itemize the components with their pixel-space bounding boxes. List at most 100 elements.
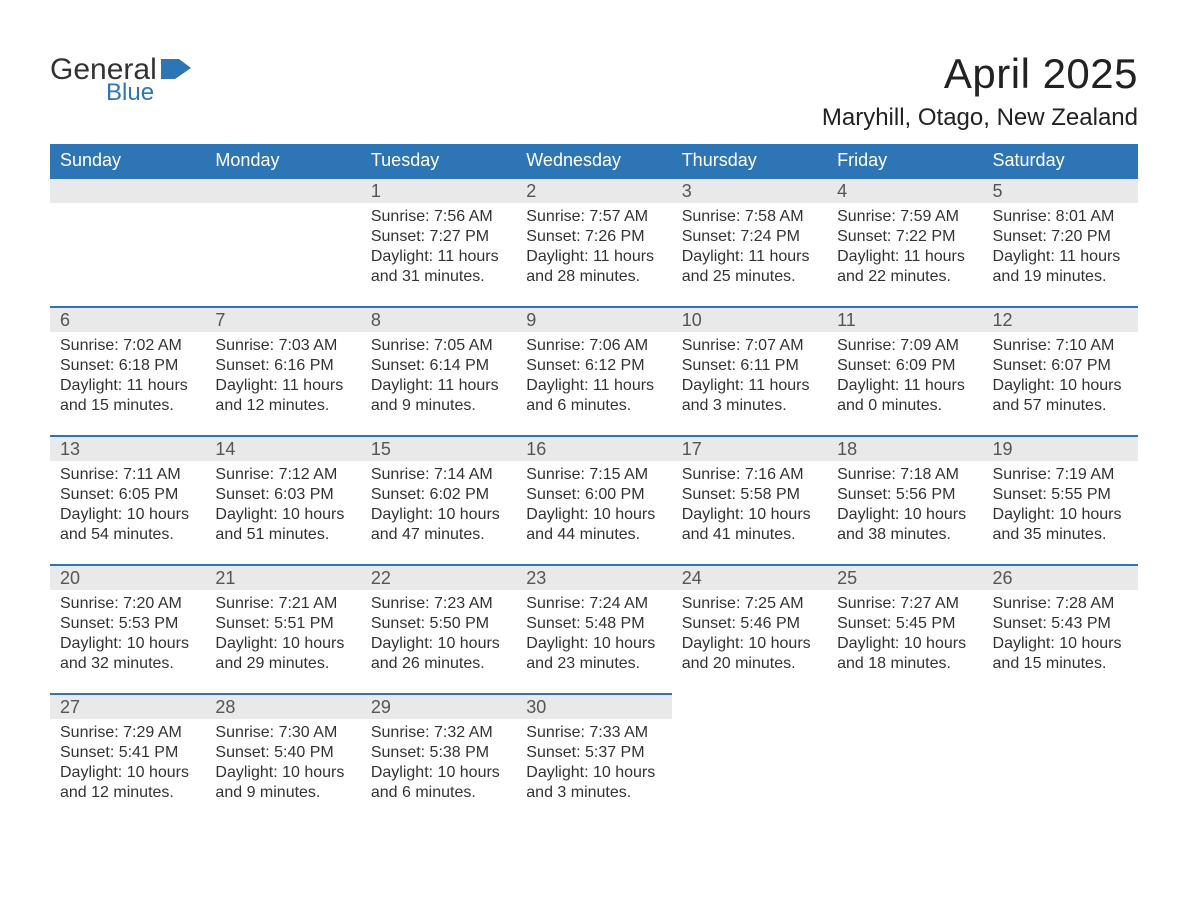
day-content-cell: Sunrise: 7:33 AMSunset: 5:37 PMDaylight:… (516, 719, 671, 823)
sunrise-text: Sunrise: 7:09 AM (837, 336, 972, 356)
sunset-text: Sunset: 5:43 PM (993, 614, 1128, 634)
daylight-text: Daylight: 10 hours and 3 minutes. (526, 763, 661, 803)
weekday-header: Monday (205, 144, 360, 178)
day-number-cell: 25 (827, 565, 982, 590)
day-number-cell: 19 (983, 436, 1138, 461)
daylight-text: Daylight: 10 hours and 32 minutes. (60, 634, 195, 674)
day-content-cell: Sunrise: 7:57 AMSunset: 7:26 PMDaylight:… (516, 203, 671, 307)
sunset-text: Sunset: 6:14 PM (371, 356, 506, 376)
day-number-row: 20212223242526 (50, 565, 1138, 590)
calendar-table: SundayMondayTuesdayWednesdayThursdayFrid… (50, 144, 1138, 823)
sunrise-text: Sunrise: 7:06 AM (526, 336, 661, 356)
daylight-text: Daylight: 11 hours and 31 minutes. (371, 247, 506, 287)
day-content-row: Sunrise: 7:11 AMSunset: 6:05 PMDaylight:… (50, 461, 1138, 565)
day-number-cell: 20 (50, 565, 205, 590)
day-content-row: Sunrise: 7:56 AMSunset: 7:27 PMDaylight:… (50, 203, 1138, 307)
daylight-text: Daylight: 10 hours and 23 minutes. (526, 634, 661, 674)
day-number-cell: 3 (672, 178, 827, 203)
sunset-text: Sunset: 5:45 PM (837, 614, 972, 634)
day-content-cell: Sunrise: 7:19 AMSunset: 5:55 PMDaylight:… (983, 461, 1138, 565)
day-number-cell: 14 (205, 436, 360, 461)
weekday-header: Thursday (672, 144, 827, 178)
day-content-cell: Sunrise: 7:10 AMSunset: 6:07 PMDaylight:… (983, 332, 1138, 436)
day-number-cell (827, 694, 982, 719)
day-number-cell: 4 (827, 178, 982, 203)
day-content-cell: Sunrise: 7:23 AMSunset: 5:50 PMDaylight:… (361, 590, 516, 694)
day-number-cell: 28 (205, 694, 360, 719)
day-number-cell: 22 (361, 565, 516, 590)
sunrise-text: Sunrise: 7:33 AM (526, 723, 661, 743)
title-block: April 2025 Maryhill, Otago, New Zealand (822, 50, 1138, 132)
weekday-header: Friday (827, 144, 982, 178)
sunrise-text: Sunrise: 7:29 AM (60, 723, 195, 743)
day-number-cell: 18 (827, 436, 982, 461)
day-number-cell: 13 (50, 436, 205, 461)
day-content-cell: Sunrise: 7:05 AMSunset: 6:14 PMDaylight:… (361, 332, 516, 436)
day-content-row: Sunrise: 7:02 AMSunset: 6:18 PMDaylight:… (50, 332, 1138, 436)
daylight-text: Daylight: 10 hours and 38 minutes. (837, 505, 972, 545)
daylight-text: Daylight: 11 hours and 15 minutes. (60, 376, 195, 416)
day-number-cell: 10 (672, 307, 827, 332)
sunrise-text: Sunrise: 7:12 AM (215, 465, 350, 485)
sunset-text: Sunset: 5:50 PM (371, 614, 506, 634)
sunrise-text: Sunrise: 7:32 AM (371, 723, 506, 743)
day-content-cell: Sunrise: 7:56 AMSunset: 7:27 PMDaylight:… (361, 203, 516, 307)
day-content-cell: Sunrise: 7:16 AMSunset: 5:58 PMDaylight:… (672, 461, 827, 565)
sunrise-text: Sunrise: 7:10 AM (993, 336, 1128, 356)
sunset-text: Sunset: 5:53 PM (60, 614, 195, 634)
day-number-cell: 1 (361, 178, 516, 203)
day-content-cell: Sunrise: 7:14 AMSunset: 6:02 PMDaylight:… (361, 461, 516, 565)
sunset-text: Sunset: 7:24 PM (682, 227, 817, 247)
daylight-text: Daylight: 11 hours and 22 minutes. (837, 247, 972, 287)
daylight-text: Daylight: 10 hours and 47 minutes. (371, 505, 506, 545)
daylight-text: Daylight: 11 hours and 12 minutes. (215, 376, 350, 416)
day-number-cell: 23 (516, 565, 671, 590)
sunrise-text: Sunrise: 7:11 AM (60, 465, 195, 485)
day-content-cell: Sunrise: 7:21 AMSunset: 5:51 PMDaylight:… (205, 590, 360, 694)
sunrise-text: Sunrise: 7:30 AM (215, 723, 350, 743)
daylight-text: Daylight: 11 hours and 6 minutes. (526, 376, 661, 416)
sunrise-text: Sunrise: 7:19 AM (993, 465, 1128, 485)
weekday-header: Sunday (50, 144, 205, 178)
day-number-cell: 5 (983, 178, 1138, 203)
sunrise-text: Sunrise: 8:01 AM (993, 207, 1128, 227)
day-content-cell: Sunrise: 7:18 AMSunset: 5:56 PMDaylight:… (827, 461, 982, 565)
day-content-cell: Sunrise: 7:30 AMSunset: 5:40 PMDaylight:… (205, 719, 360, 823)
day-number-cell: 24 (672, 565, 827, 590)
sunrise-text: Sunrise: 7:21 AM (215, 594, 350, 614)
sunset-text: Sunset: 6:18 PM (60, 356, 195, 376)
day-content-cell: Sunrise: 7:15 AMSunset: 6:00 PMDaylight:… (516, 461, 671, 565)
weekday-header: Tuesday (361, 144, 516, 178)
daylight-text: Daylight: 10 hours and 29 minutes. (215, 634, 350, 674)
day-number-cell: 29 (361, 694, 516, 719)
sunrise-text: Sunrise: 7:18 AM (837, 465, 972, 485)
day-number-row: 13141516171819 (50, 436, 1138, 461)
day-number-row: 27282930 (50, 694, 1138, 719)
day-number-cell: 11 (827, 307, 982, 332)
day-number-cell: 15 (361, 436, 516, 461)
sunrise-text: Sunrise: 7:58 AM (682, 207, 817, 227)
day-number-cell: 12 (983, 307, 1138, 332)
day-number-cell (50, 178, 205, 203)
daylight-text: Daylight: 10 hours and 9 minutes. (215, 763, 350, 803)
daylight-text: Daylight: 10 hours and 57 minutes. (993, 376, 1128, 416)
daylight-text: Daylight: 10 hours and 51 minutes. (215, 505, 350, 545)
day-content-cell: Sunrise: 7:32 AMSunset: 5:38 PMDaylight:… (361, 719, 516, 823)
sunrise-text: Sunrise: 7:20 AM (60, 594, 195, 614)
day-content-cell (672, 719, 827, 823)
sunrise-text: Sunrise: 7:05 AM (371, 336, 506, 356)
day-content-cell: Sunrise: 8:01 AMSunset: 7:20 PMDaylight:… (983, 203, 1138, 307)
sunset-text: Sunset: 5:55 PM (993, 485, 1128, 505)
day-number-cell: 8 (361, 307, 516, 332)
day-content-cell: Sunrise: 7:25 AMSunset: 5:46 PMDaylight:… (672, 590, 827, 694)
day-content-cell: Sunrise: 7:03 AMSunset: 6:16 PMDaylight:… (205, 332, 360, 436)
daylight-text: Daylight: 10 hours and 41 minutes. (682, 505, 817, 545)
sunset-text: Sunset: 6:02 PM (371, 485, 506, 505)
sunrise-text: Sunrise: 7:28 AM (993, 594, 1128, 614)
day-number-cell: 30 (516, 694, 671, 719)
sunset-text: Sunset: 6:03 PM (215, 485, 350, 505)
daylight-text: Daylight: 11 hours and 25 minutes. (682, 247, 817, 287)
sunset-text: Sunset: 5:46 PM (682, 614, 817, 634)
sunset-text: Sunset: 5:51 PM (215, 614, 350, 634)
day-content-cell: Sunrise: 7:09 AMSunset: 6:09 PMDaylight:… (827, 332, 982, 436)
